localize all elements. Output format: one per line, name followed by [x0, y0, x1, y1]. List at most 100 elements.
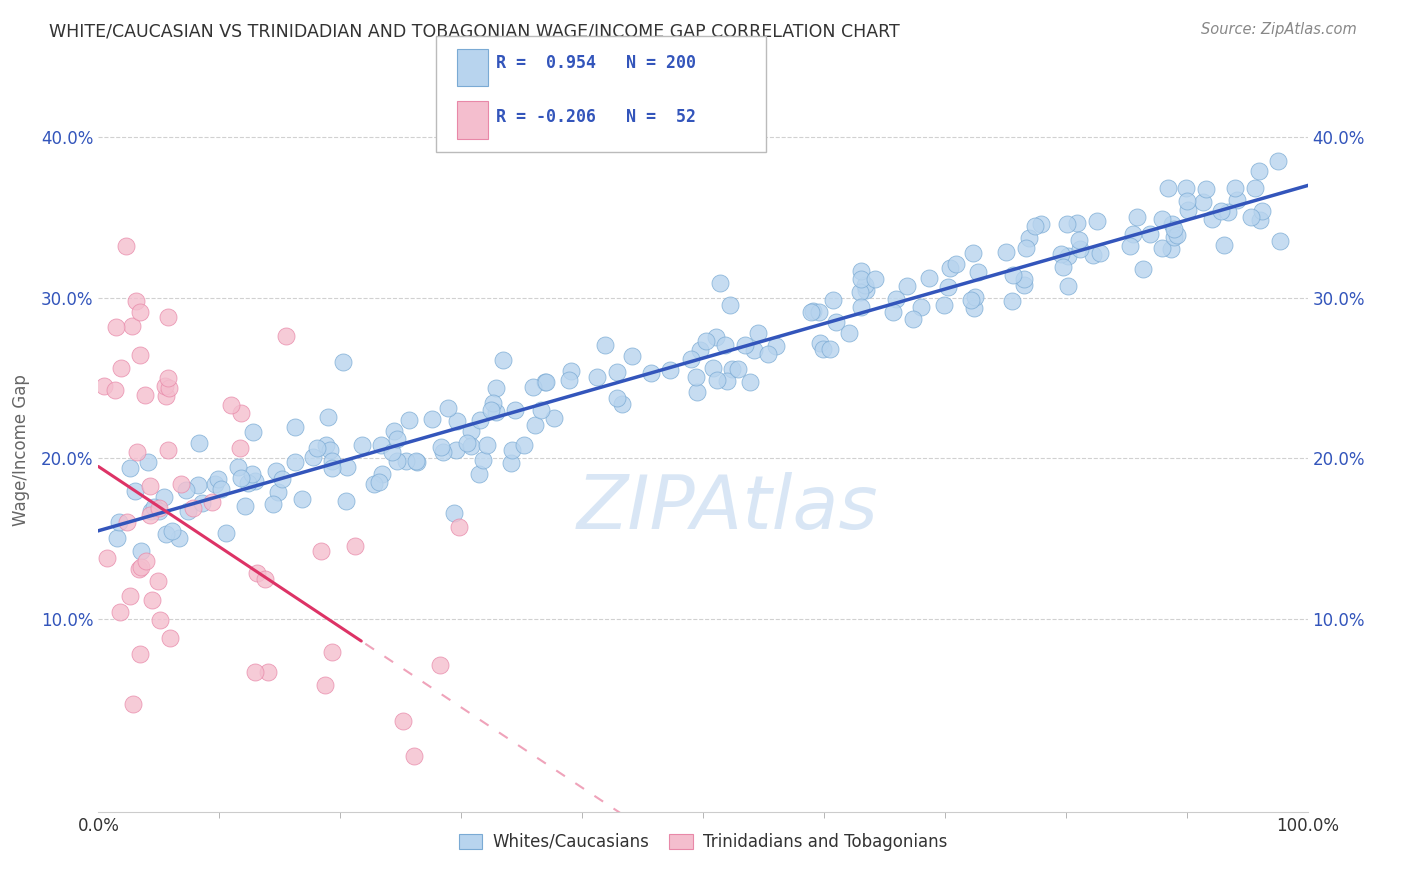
Point: [1209, 203, 1232, 218]
Point: [128, 562, 150, 576]
Point: [432, 445, 454, 459]
Point: [1001, 293, 1024, 308]
Point: [963, 301, 986, 316]
Point: [1174, 180, 1197, 194]
Point: [1069, 242, 1091, 256]
Point: [370, 467, 392, 481]
Point: [485, 381, 508, 395]
Point: [1251, 204, 1274, 219]
Point: [301, 450, 323, 465]
Point: [612, 397, 634, 411]
Point: [530, 402, 553, 417]
Point: [1192, 195, 1215, 210]
Point: [1057, 279, 1080, 293]
Point: [1157, 181, 1180, 195]
Point: [503, 403, 526, 417]
Point: [524, 417, 547, 432]
Point: [706, 373, 728, 387]
Point: [811, 342, 834, 356]
Point: [190, 496, 212, 510]
Point: [1056, 217, 1078, 231]
Point: [499, 456, 522, 470]
Point: [1166, 227, 1188, 242]
Point: [468, 413, 491, 427]
Point: [808, 305, 831, 319]
Point: [679, 351, 702, 366]
Point: [485, 405, 508, 419]
Point: [742, 343, 765, 357]
Point: [1081, 248, 1104, 262]
Point: [129, 348, 152, 362]
Point: [266, 485, 288, 500]
Point: [107, 515, 129, 529]
Point: [245, 665, 267, 679]
Point: [1132, 262, 1154, 277]
Point: [533, 375, 555, 389]
Text: R = -0.206   N =  52: R = -0.206 N = 52: [496, 108, 696, 126]
Point: [444, 442, 467, 457]
Point: [1268, 235, 1291, 249]
Point: [513, 438, 536, 452]
Point: [747, 326, 769, 340]
Point: [851, 272, 873, 286]
Point: [1085, 214, 1108, 228]
Point: [443, 506, 465, 520]
Point: [838, 326, 860, 341]
Point: [398, 413, 420, 427]
Point: [128, 305, 150, 319]
Point: [406, 455, 429, 469]
Point: [1066, 216, 1088, 230]
Point: [1163, 229, 1185, 244]
Point: [125, 444, 148, 458]
Point: [853, 278, 876, 293]
Point: [820, 343, 842, 357]
Point: [709, 277, 731, 291]
Point: [160, 524, 183, 538]
Point: [800, 305, 823, 319]
Point: [659, 363, 682, 377]
Point: [714, 337, 737, 351]
Point: [449, 519, 471, 533]
Point: [472, 453, 495, 467]
Point: [765, 339, 787, 353]
Point: [148, 501, 170, 516]
Point: [446, 414, 468, 428]
Point: [115, 239, 138, 253]
Point: [246, 566, 269, 580]
Point: [243, 474, 266, 488]
Point: [1119, 239, 1142, 253]
Point: [384, 424, 406, 438]
Point: [1195, 182, 1218, 196]
Point: [1175, 194, 1198, 208]
Point: [321, 454, 343, 468]
Point: [758, 347, 780, 361]
Point: [716, 374, 738, 388]
Point: [1052, 260, 1074, 274]
Point: [169, 476, 191, 491]
Point: [932, 298, 955, 312]
Legend: Whites/Caucasians, Trinidadians and Tobagonians: Whites/Caucasians, Trinidadians and Toba…: [453, 826, 953, 857]
Point: [139, 508, 162, 522]
Point: [387, 453, 409, 467]
Point: [501, 442, 523, 457]
Point: [332, 355, 354, 369]
Point: [149, 613, 172, 627]
Point: [159, 631, 181, 645]
Point: [1249, 213, 1271, 227]
Point: [242, 425, 264, 439]
Point: [307, 441, 329, 455]
Point: [155, 526, 177, 541]
Point: [141, 592, 163, 607]
Point: [1226, 193, 1249, 207]
Point: [685, 370, 707, 384]
Point: [1029, 217, 1052, 231]
Point: [606, 365, 628, 379]
Point: [522, 380, 544, 394]
Point: [543, 411, 565, 425]
Point: [124, 483, 146, 498]
Point: [959, 293, 981, 307]
Point: [370, 438, 392, 452]
Point: [477, 438, 499, 452]
Point: [153, 491, 176, 505]
Text: WHITE/CAUCASIAN VS TRINIDADIAN AND TOBAGONIAN WAGE/INCOME GAP CORRELATION CHART: WHITE/CAUCASIAN VS TRINIDADIAN AND TOBAG…: [49, 22, 900, 40]
